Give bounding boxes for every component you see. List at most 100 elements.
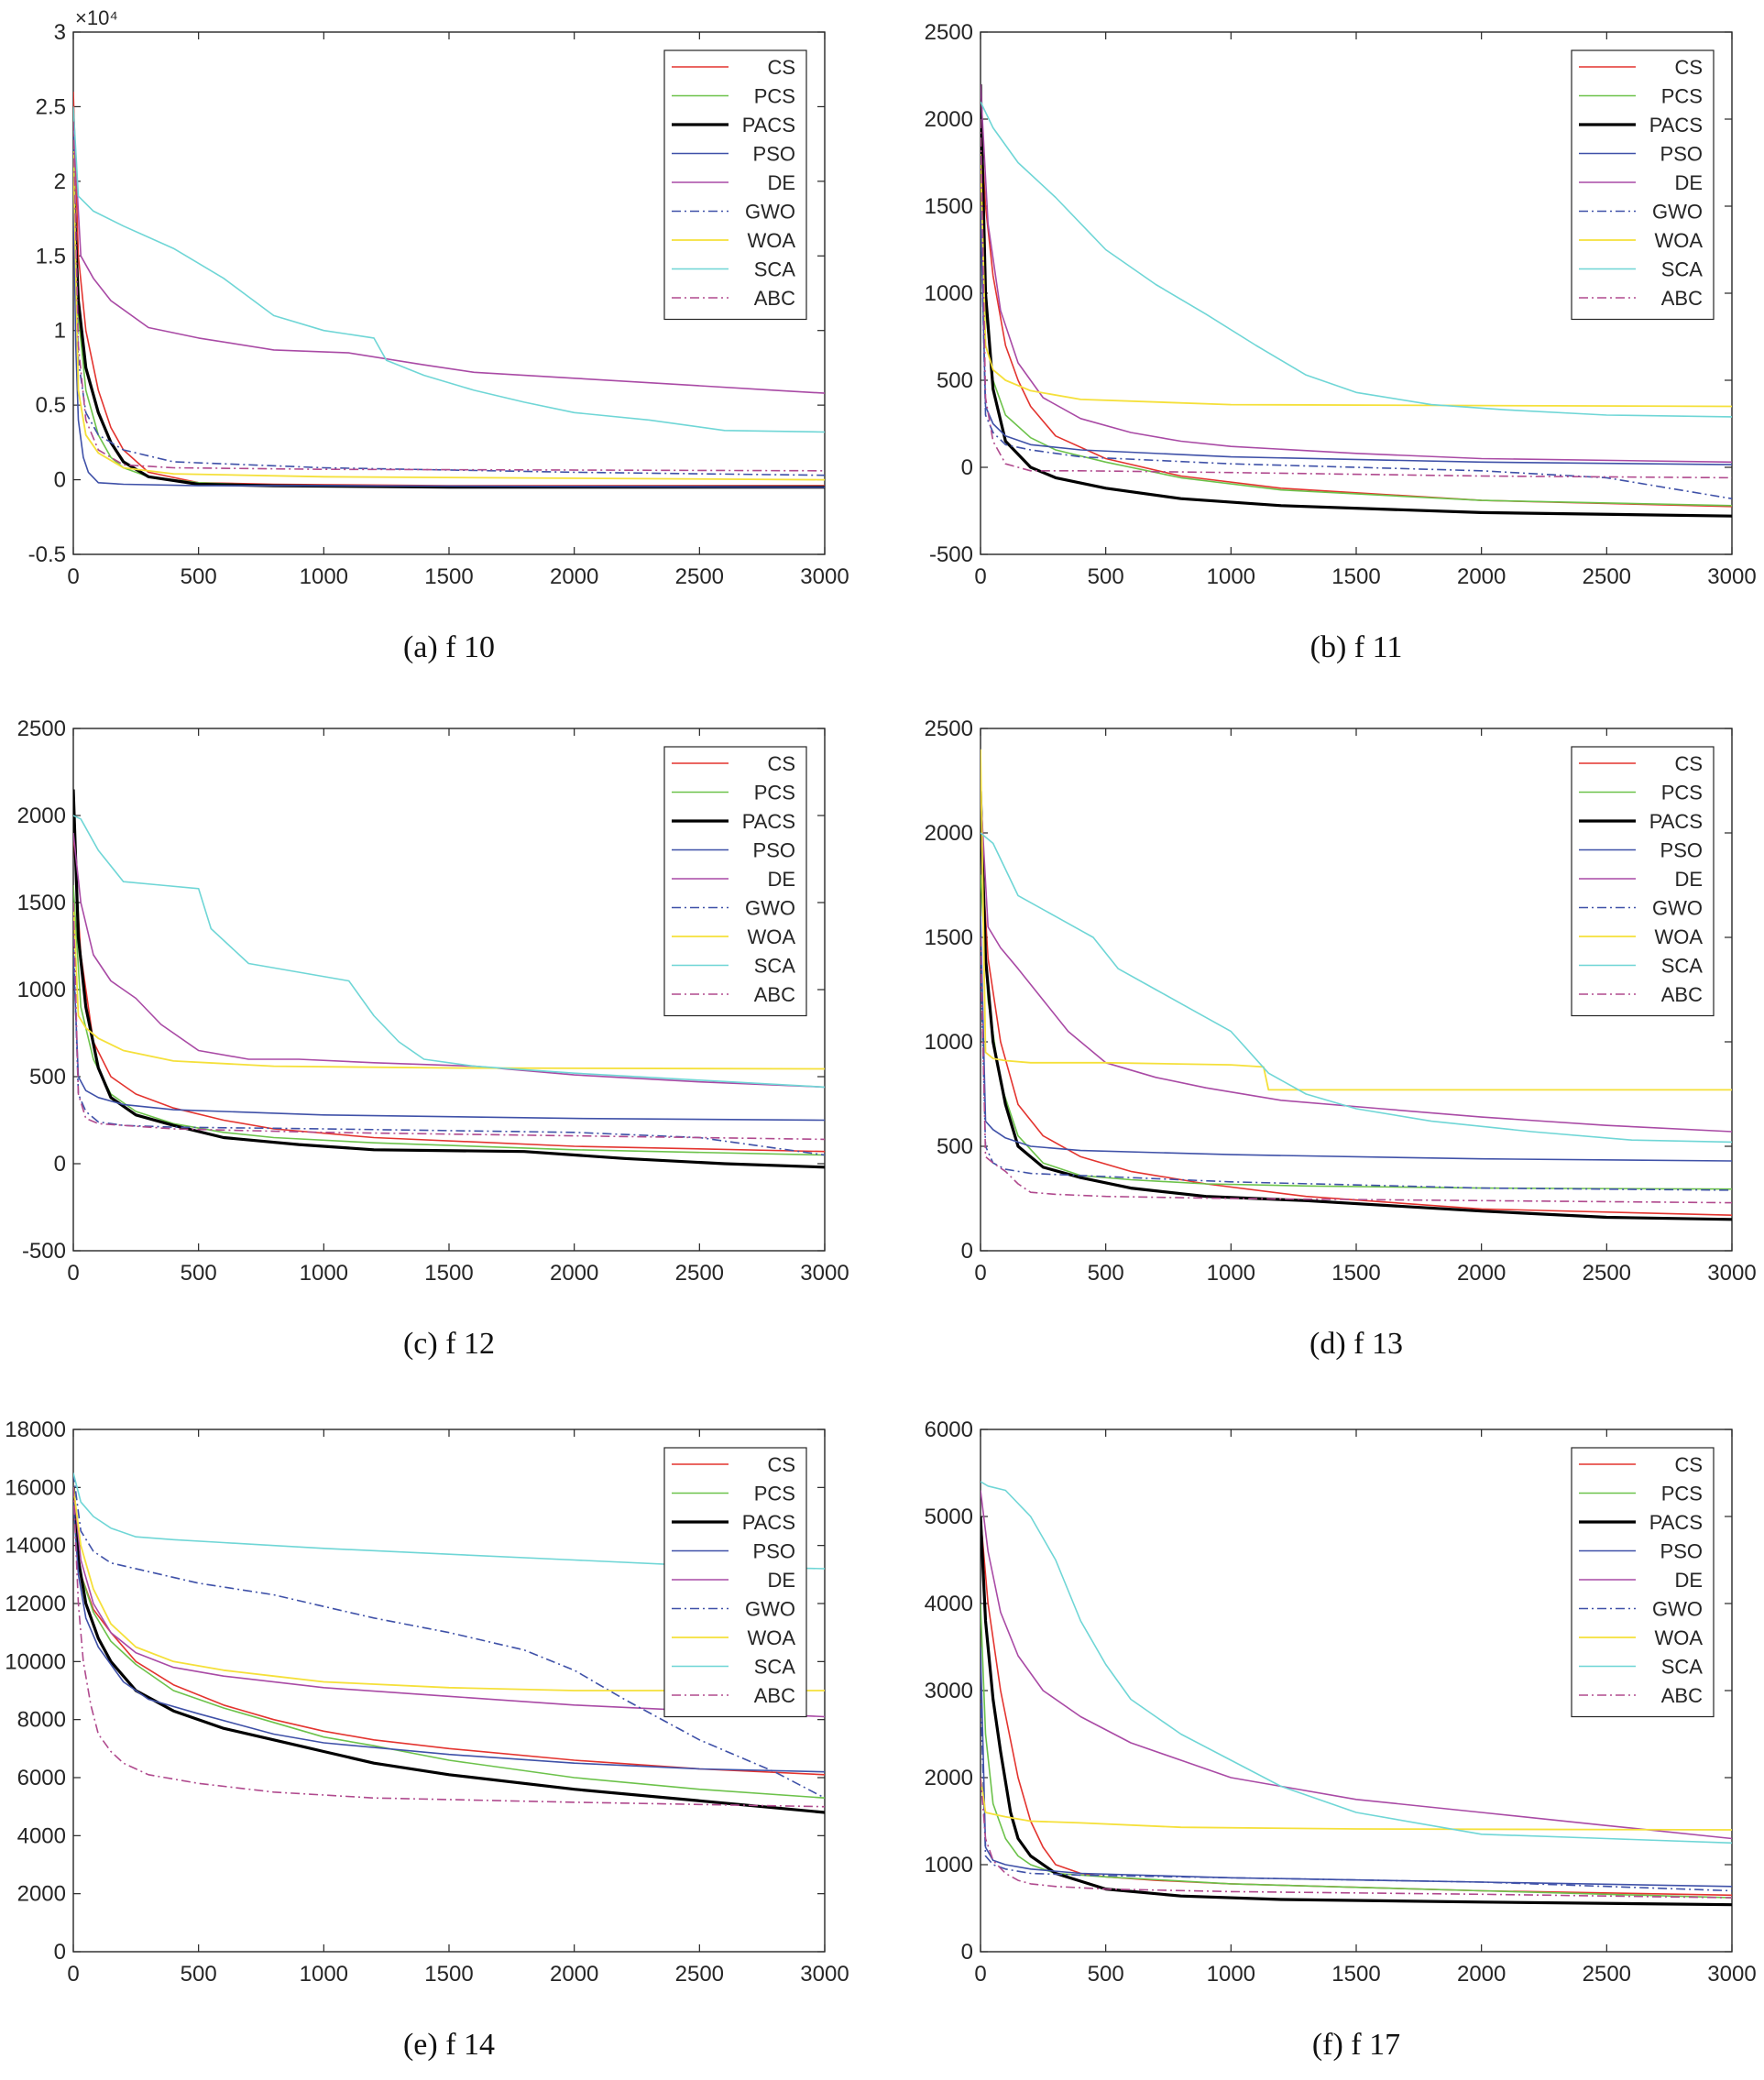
series-de [73, 121, 825, 394]
legend-label-sca: SCA [754, 955, 796, 978]
series-pcs [73, 1502, 825, 1799]
legend-label-abc: ABC [1661, 1684, 1703, 1707]
series-pso [981, 916, 1732, 1162]
x-tick-label: 2000 [550, 564, 598, 589]
series-pacs [981, 83, 1732, 518]
series-woa [981, 153, 1732, 408]
series-pacs [73, 1487, 825, 1814]
x-tick-label: 0 [974, 1962, 986, 1987]
legend-label-gwo: GWO [745, 1598, 795, 1621]
legend: CS PCS PACS PSO DE GWO WOA SCA ABC [1571, 49, 1715, 321]
series-pso [981, 1647, 1732, 1888]
x-tick-label: 1500 [424, 1261, 473, 1286]
series-cs [981, 118, 1732, 508]
legend-label-cs: CS [767, 56, 795, 79]
y-tick-label: 2000 [925, 107, 973, 132]
series-de [981, 1490, 1732, 1840]
x-tick-label: 1500 [1331, 1962, 1380, 1987]
x-tick-label: 2000 [1457, 564, 1506, 589]
legend-label-de: DE [767, 171, 795, 194]
y-tick-label: 2 [54, 170, 66, 194]
y-tick-label: 2.5 [36, 94, 66, 119]
y-tick-label: 3 [54, 20, 66, 45]
legend-label-cs: CS [1674, 56, 1703, 79]
y-tick-label: 6000 [925, 1418, 973, 1442]
series-woa [981, 1777, 1732, 1831]
y-tick-label: 1500 [925, 194, 973, 219]
panel-caption: (c) f 12 [403, 1327, 495, 1361]
x-tick-label: 0 [974, 564, 986, 589]
x-tick-label: 3000 [1707, 1261, 1756, 1286]
series-lines [981, 1481, 1732, 1907]
x-tick-label: 1500 [1331, 564, 1380, 589]
series-pso [73, 954, 825, 1122]
legend-label-sca: SCA [754, 1656, 796, 1679]
x-tick-label: 3000 [800, 564, 849, 589]
legend-label-de: DE [1674, 868, 1703, 891]
series-lines [73, 92, 825, 489]
legend-label-woa: WOA [1654, 229, 1703, 252]
x-tick-label: 2000 [550, 1261, 598, 1286]
series-de [73, 1487, 825, 1718]
x-tick-label: 1000 [300, 1261, 348, 1286]
y-tick-label: 16000 [5, 1475, 66, 1500]
x-tick-label: 0 [67, 1261, 79, 1286]
chart-panel-2: 0 500 1000 1500 2000 2500 3000-500050010001500… [925, 20, 1757, 664]
legend-label-abc: ABC [1661, 287, 1703, 310]
y-tick-label: 0 [961, 1940, 973, 1965]
panel-caption: (b) f 11 [1310, 630, 1403, 664]
legend-label-pcs: PCS [1661, 1483, 1703, 1505]
series-abc [981, 936, 1732, 1204]
y-tick-label: 12000 [5, 1592, 66, 1616]
y-tick-label: 1 [54, 319, 66, 344]
x-tick-label: 1500 [424, 1962, 473, 1987]
x-tick-label: 2500 [1583, 564, 1631, 589]
x-tick-label: 2500 [675, 564, 724, 589]
x-tick-label: 0 [67, 1962, 79, 1987]
y-tick-label: 1000 [925, 1030, 973, 1055]
x-tick-label: 1500 [424, 564, 473, 589]
legend-label-pacs: PACS [1649, 114, 1703, 137]
series-cs [73, 1502, 825, 1776]
legend-label-de: DE [767, 868, 795, 891]
y-tick-label: 1000 [925, 281, 973, 306]
legend: CS PCS PACS PSO DE GWO WOA SCA ABC [663, 1447, 807, 1718]
y-tick-label: 2000 [17, 804, 66, 828]
series-gwo [73, 136, 825, 476]
y-tick-label: 1500 [925, 925, 973, 950]
legend-label-woa: WOA [747, 1626, 795, 1649]
legend-label-pacs: PACS [742, 810, 795, 833]
y-tick-label: 1500 [17, 891, 66, 915]
series-gwo [981, 205, 1732, 499]
x-tick-label: 2500 [675, 1962, 724, 1987]
series-lines [73, 789, 825, 1169]
legend-label-abc: ABC [754, 983, 795, 1006]
x-tick-label: 500 [1088, 564, 1124, 589]
x-tick-label: 500 [181, 564, 217, 589]
legend-label-pso: PSO [753, 1540, 795, 1563]
legend-label-woa: WOA [1654, 1626, 1703, 1649]
legend-label-sca: SCA [1661, 258, 1704, 281]
series-pacs [73, 789, 825, 1169]
legend-label-pacs: PACS [1649, 1511, 1703, 1534]
series-gwo [981, 1690, 1732, 1892]
x-tick-label: 1000 [300, 564, 348, 589]
legend-label-sca: SCA [754, 258, 796, 281]
series-woa [73, 902, 825, 1070]
y-tick-label: 0 [961, 455, 973, 480]
y-tick-label: 3000 [925, 1679, 973, 1703]
series-woa [73, 151, 825, 481]
series-sca [73, 1472, 825, 1570]
legend-label-pacs: PACS [1649, 810, 1703, 833]
legend-label-pcs: PCS [1661, 782, 1703, 805]
x-tick-label: 2000 [1457, 1962, 1506, 1987]
legend-label-gwo: GWO [1652, 1598, 1703, 1621]
legend-label-pcs: PCS [754, 782, 795, 805]
x-tick-label: 2500 [1583, 1261, 1631, 1286]
panel-caption: (a) f 10 [403, 630, 495, 664]
series-sca [73, 106, 825, 433]
series-de [73, 832, 825, 1089]
x-tick-label: 500 [181, 1962, 217, 1987]
y-tick-label: 4000 [17, 1823, 66, 1848]
series-pacs [981, 1516, 1732, 1907]
